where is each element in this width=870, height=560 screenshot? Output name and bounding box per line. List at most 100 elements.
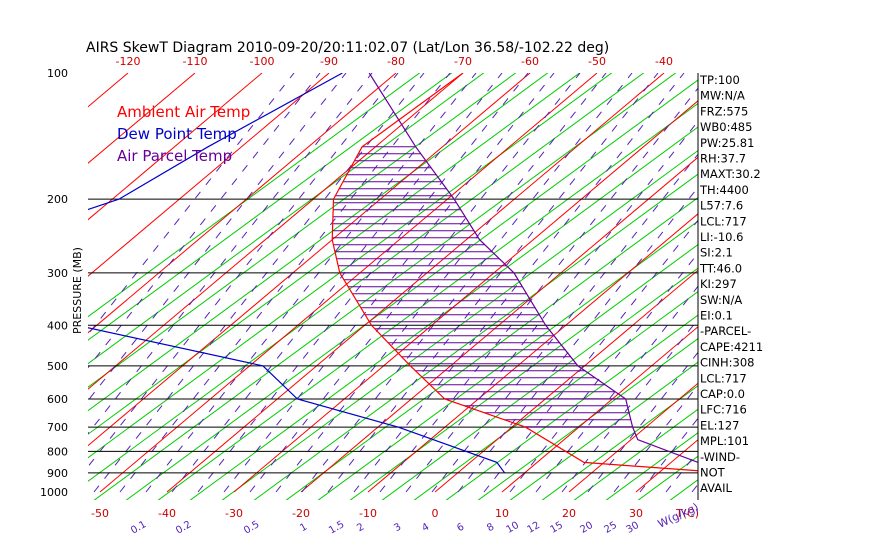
series-line-ambient-air-temp: [331, 73, 698, 472]
dry-adiabat-line: [88, 73, 453, 341]
series-line-air-parcel-temp: [368, 73, 698, 464]
stability-index-label: EI:0.1: [700, 309, 733, 323]
pressure-tick-label: 900: [47, 467, 68, 480]
mixing-ratio-tick-label: 6: [455, 521, 466, 534]
bottom-temp-tick-label: -20: [292, 507, 310, 520]
mixing-ratio-line: [665, 450, 698, 493]
mixing-ratio-tick-label: 8: [485, 521, 496, 534]
mixing-ratio-line: [145, 73, 477, 493]
stability-index-label: MAXT:30.2: [700, 167, 761, 181]
bottom-temp-tick-label: 30: [629, 507, 643, 520]
mixing-ratio-line: [639, 417, 698, 493]
cape-hatch-area: [332, 146, 633, 428]
pressure-tick-label: 300: [47, 267, 68, 280]
mixing-ratio-line: [613, 384, 698, 493]
stability-index-label: TP:100: [699, 73, 740, 87]
top-temp-tick-label: -60: [521, 55, 539, 68]
isotherm-line: [88, 73, 464, 390]
dry-adiabat-line: [285, 196, 698, 500]
stability-index-label: MPL:101: [700, 434, 749, 448]
bottom-temp-tick-label: 10: [495, 507, 509, 520]
mixing-ratio-line: [509, 252, 698, 493]
mixing-ratio-tick-label: 0.1: [129, 519, 148, 536]
mixing-ratio-tick-label: 2: [355, 521, 366, 534]
stability-index-label: LCL:717: [700, 371, 747, 385]
mixing-ratio-line: [88, 73, 321, 369]
mixing-ratio-line: [379, 87, 698, 493]
mixing-ratio-line: [88, 73, 399, 468]
isotherm-line: [300, 156, 698, 493]
dry-adiabat-line: [88, 73, 421, 318]
mixing-ratio-line: [353, 73, 685, 493]
dry-adiabat-line: [445, 314, 698, 500]
mixing-ratio-line: [535, 285, 698, 493]
dry-adiabat-line: [477, 338, 698, 500]
stability-index-label: -PARCEL-: [700, 324, 751, 338]
top-temp-tick-label: -110: [183, 55, 208, 68]
series-line-dew-point-temp: [88, 73, 506, 474]
isotherm-line: [88, 73, 196, 164]
stability-index-label: L57:7.6: [700, 199, 743, 213]
mixing-ratio-tick-label: 15: [548, 520, 565, 536]
mixing-ratio-line: [431, 153, 698, 493]
stability-index-label: -WIND-: [700, 450, 740, 464]
stability-index-label: CAPE:4211: [700, 340, 763, 354]
top-temp-tick-label: -90: [320, 55, 338, 68]
mixing-ratio-tick-label: 4: [420, 521, 431, 534]
dry-adiabat-line: [88, 73, 613, 459]
mixing-ratio-tick-label: 0.2: [174, 519, 193, 536]
mixing-ratio-line: [119, 73, 451, 493]
bottom-temp-tick-label: 0: [432, 507, 439, 520]
mixing-ratio-tick-label: 12: [525, 520, 542, 536]
pressure-tick-label: 800: [47, 445, 68, 458]
mixing-ratio-tick-label: 30: [624, 520, 641, 536]
legend: Ambient Air Temp Dew Point Temp Air Parcel…: [117, 103, 250, 165]
mixing-ratio-tick-label: 25: [602, 520, 619, 536]
dry-adiabat-line: [88, 73, 485, 365]
dry-adiabat-line: [88, 73, 549, 412]
isotherm-line: [501, 326, 698, 493]
legend-item: Ambient Air Temp: [117, 103, 250, 121]
stability-index-label: CAP:0.0: [700, 387, 745, 401]
stability-index-label: RH:37.7: [700, 152, 746, 166]
stability-index-label: WB0:485: [700, 120, 752, 134]
chart-title: AIRS SkewT Diagram 2010-09-20/20:11:02.0…: [86, 40, 609, 56]
stability-index-label: PW:25.81: [700, 136, 754, 150]
isotherm-line: [99, 73, 598, 493]
dry-adiabat-line: [744, 33, 870, 540]
dry-adiabat-line: [317, 220, 698, 500]
bottom-temp-tick-label: -10: [359, 507, 377, 520]
legend-item: Air Parcel Temp: [117, 147, 232, 165]
mixing-ratio-tick-label: 1.5: [327, 519, 346, 536]
mixing-ratio-tick-label: 3: [392, 521, 403, 534]
isotherm-line: [770, 73, 870, 492]
isotherm-line: [88, 73, 330, 277]
stability-index-label: LCL:717: [700, 214, 747, 228]
isotherm-line: [88, 73, 397, 334]
mixing-ratio-ticks: 0.1 0.2 0.5 1 1.5 2 3 4 6 8 10 12 15 20 25 30: [129, 519, 641, 536]
dry-adiabat-line: [88, 73, 581, 435]
dry-adiabat-line: [605, 432, 698, 500]
dry-adiabat-line: [88, 73, 517, 388]
mixing-ratio-line: [744, 73, 870, 492]
top-temp-tick-label: -40: [655, 55, 673, 68]
pressure-tick-label: 400: [47, 319, 68, 332]
isotherm-line: [88, 73, 263, 221]
isotherm-line: [434, 269, 698, 493]
stability-index-label: TT:46.0: [699, 261, 742, 275]
mixing-ratio-line: [561, 318, 698, 493]
mixing-ratio-line: [301, 73, 633, 493]
stability-index-label: KI:297: [700, 277, 737, 291]
mixing-ratio-tick-label: 10: [504, 520, 521, 536]
dry-adiabat-line: [381, 267, 698, 500]
bottom-temp-tick-label: -40: [158, 507, 176, 520]
isotherm-line: [233, 100, 698, 493]
top-temp-tick-label: -70: [454, 55, 472, 68]
dry-adiabat-line: [413, 291, 698, 500]
bottom-temp-tick-label: 20: [562, 507, 576, 520]
y-axis-label: PRESSURE (MB): [71, 247, 84, 334]
bottom-temp-tick-label: -30: [225, 507, 243, 520]
mixing-ratio-line: [197, 73, 529, 493]
pressure-tick-label: 600: [47, 393, 68, 406]
